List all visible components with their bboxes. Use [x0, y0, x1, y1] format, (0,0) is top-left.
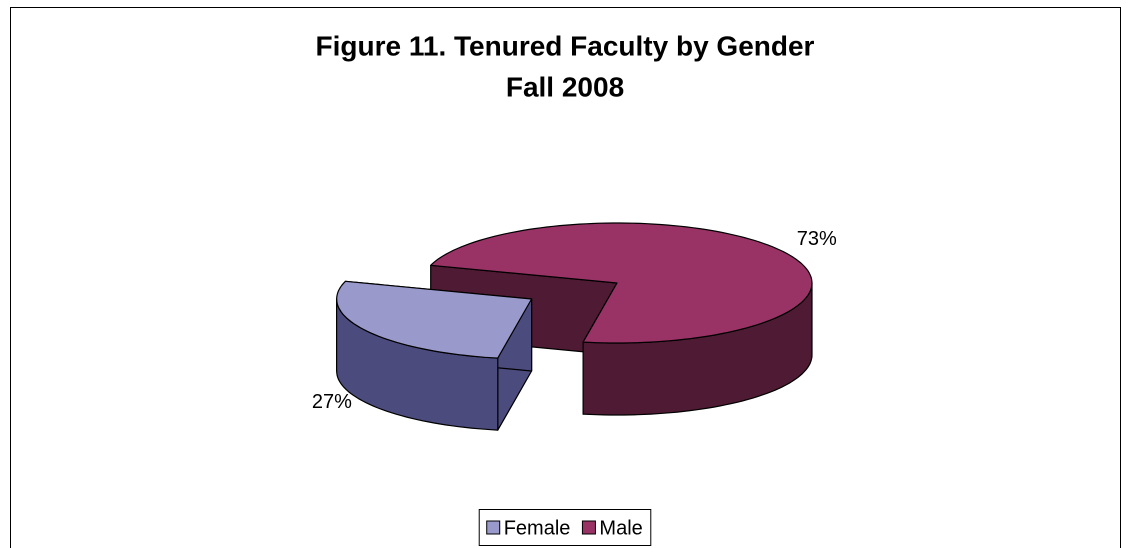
slice-top — [430, 222, 813, 344]
legend-box — [478, 509, 652, 546]
legend-swatch — [581, 520, 596, 535]
legend-swatch — [486, 520, 501, 535]
slice-top — [336, 280, 533, 359]
legend-label: Female — [504, 517, 571, 539]
chart-frame — [10, 7, 1121, 548]
chart-subtitle: Fall 2008 — [506, 71, 624, 102]
legend-label: Male — [599, 517, 642, 539]
data-label: 27% — [312, 391, 352, 413]
chart-title: Figure 11. Tenured Faculty by Gender — [316, 30, 815, 61]
data-label: 73% — [797, 228, 837, 250]
